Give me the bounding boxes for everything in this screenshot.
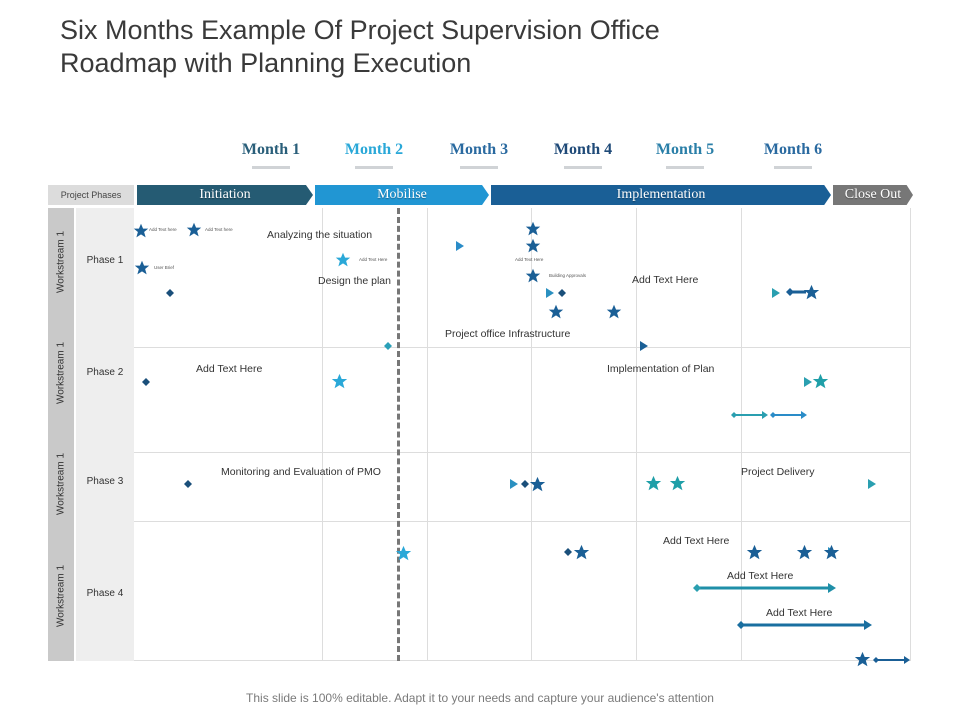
month-5-underline [666,166,704,169]
task-label-monitoring: Monitoring and Evaluation of PMO [221,466,381,478]
phase-row-label-1: Phase 1 [86,255,124,266]
milestone-label: Add Text here [149,227,177,232]
workstream-column [48,208,74,661]
month-4-underline [564,166,602,169]
phase-row-label-3: Phase 3 [86,476,124,487]
arrow-project-delivery [521,479,876,489]
milestone-star-icon [606,304,622,319]
phase-row-label-4: Phase 4 [86,588,124,599]
milestone-label: User Brief [154,265,175,270]
task-label-design: Design the plan [318,275,391,287]
phase-implementation: Implementation [491,185,831,205]
month-5-label: Month 5 [655,141,715,158]
task-label-infrastructure: Project office Infrastructure [445,328,571,340]
task-label-delivery: Project Delivery [741,466,815,478]
grid-vline [741,208,742,661]
grid-vline [322,208,323,661]
arrow-small-2 [731,411,807,419]
phase-close-out: Close Out [833,185,913,205]
grid-vline [636,208,637,661]
milestone-star-icon [395,545,412,561]
phase-mobilise-label: Mobilise [377,187,427,202]
month-2-underline [355,166,393,169]
month-1-label: Month 1 [241,141,301,158]
task-label-implementation: Implementation of Plan [607,363,715,375]
phase-implementation-label: Implementation [616,187,706,202]
arrow-small-3 [873,656,910,664]
phase-close-out-label: Close Out [844,187,902,202]
grid-hline [134,452,911,453]
slide-title: Six Months Example Of Project Supervisio… [60,14,660,80]
title-line-2: Roadmap with Planning Execution [60,48,472,78]
arrow-small-1 [786,288,806,296]
milestone-star-icon [803,284,820,300]
arrow-analyzing [138,241,464,251]
arrow-add-text-3 [564,547,836,557]
month-6-underline [774,166,812,169]
task-label-add-1: Add Text Here [632,274,699,286]
milestone-star-icon [525,268,541,283]
arrow-add-text-5 [737,620,872,630]
milestone-star-icon [133,223,149,238]
arrow-infrastructure [384,341,648,351]
grid-vline [910,208,911,661]
arrow-design-plan [166,288,554,298]
footer-note: This slide is 100% editable. Adapt it to… [246,691,714,705]
month-3-underline [460,166,498,169]
task-label-add-4: Add Text Here [727,570,794,582]
milestone-label: Add Text here [205,227,233,232]
milestone-star-icon [812,373,829,389]
milestone-label: Add Text Here [515,257,544,262]
month-2-label: Month 2 [344,141,404,158]
milestone-star-icon [548,304,564,319]
milestone-label: Building Approvals [549,273,587,278]
grid-hline [134,660,911,661]
project-phases-label: Project Phases [48,185,134,205]
milestone-star-icon [525,238,541,253]
arrow-add-text-4 [693,583,836,593]
milestone-star-icon [525,221,541,236]
grid-vline [427,208,428,661]
phase-row-label-2: Phase 2 [86,367,124,378]
milestone-star-icon [335,252,351,267]
month-1-underline [252,166,290,169]
phase-initiation-label: Initiation [199,187,251,202]
arrow-monitoring [184,479,518,489]
milestone-star-icon [134,260,150,275]
arrow-implementation-plan [142,377,812,387]
task-label-add-5: Add Text Here [766,607,833,619]
phase-mobilise: Mobilise [315,185,489,205]
today-marker-line [397,208,400,661]
task-label-analyzing: Analyzing the situation [267,229,373,241]
arrow-add-text-1 [558,288,780,298]
task-label-add-3: Add Text Here [663,535,730,547]
phase-column [76,208,134,661]
month-6-label: Month 6 [763,141,823,158]
month-4-label: Month 4 [553,141,613,158]
phase-initiation: Initiation [137,185,313,205]
milestone-star-icon [854,651,871,667]
month-3-label: Month 3 [449,141,509,158]
grid-hline [134,521,911,522]
grid-vline [531,208,532,661]
title-line-1: Six Months Example Of Project Supervisio… [60,15,660,45]
task-label-add-2: Add Text Here [196,363,263,375]
milestone-label: Add Text Here [359,257,388,262]
milestone-star-icon [186,222,202,237]
